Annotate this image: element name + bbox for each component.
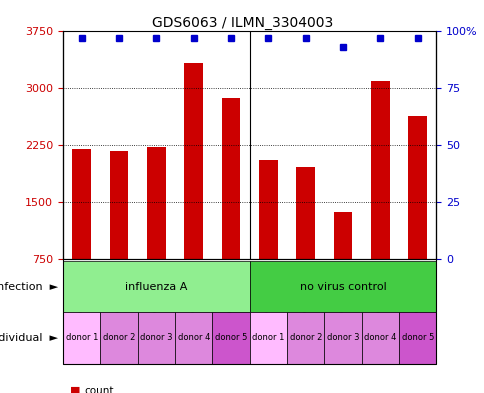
Text: donor 4: donor 4 xyxy=(363,334,396,342)
Text: donor 1: donor 1 xyxy=(65,334,98,342)
Bar xyxy=(147,147,166,259)
Bar xyxy=(221,98,240,259)
Bar xyxy=(109,151,128,259)
Text: infection  ►: infection ► xyxy=(0,282,58,292)
Text: ■: ■ xyxy=(70,386,81,393)
Bar xyxy=(72,149,91,259)
Text: individual  ►: individual ► xyxy=(0,333,58,343)
Text: influenza A: influenza A xyxy=(125,282,187,292)
Text: donor 3: donor 3 xyxy=(140,334,172,342)
Bar xyxy=(258,160,277,259)
Text: donor 4: donor 4 xyxy=(177,334,210,342)
Text: count: count xyxy=(85,386,114,393)
Text: donor 3: donor 3 xyxy=(326,334,359,342)
Text: donor 1: donor 1 xyxy=(252,334,284,342)
Text: GDS6063 / ILMN_3304003: GDS6063 / ILMN_3304003 xyxy=(151,16,333,30)
Bar xyxy=(370,81,389,259)
Bar xyxy=(333,211,352,259)
Text: no virus control: no virus control xyxy=(299,282,386,292)
Text: donor 2: donor 2 xyxy=(289,334,321,342)
Text: donor 5: donor 5 xyxy=(401,334,433,342)
Text: donor 2: donor 2 xyxy=(103,334,135,342)
Bar xyxy=(408,116,426,259)
Bar xyxy=(296,167,315,259)
Bar xyxy=(184,62,203,259)
Text: donor 5: donor 5 xyxy=(214,334,247,342)
